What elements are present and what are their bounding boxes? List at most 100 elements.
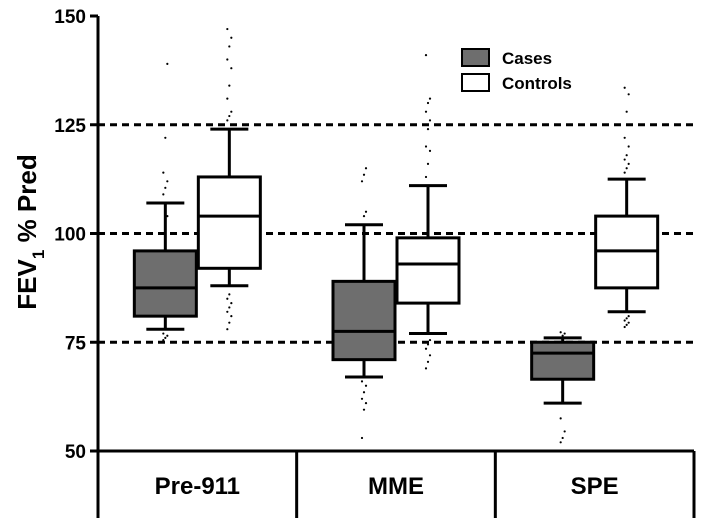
outlier-point-cases-mme [364,167,368,170]
y-tick-label-150: 150 [54,7,86,28]
box-cases-pre-911 [132,62,198,342]
outlier-point-controls-mme [426,360,430,363]
outlier-point-controls-pre-911 [230,315,233,318]
outlier-point-cases-mme [360,380,364,383]
legend-swatch-controls [461,73,490,92]
outlier-point-controls-pre-911 [228,114,231,118]
outlier-point-cases-pre-911 [162,332,165,335]
x-category-label-mme: MME [368,473,424,500]
outlier-point-controls-spe [623,86,626,89]
outlier-point-cases-pre-911 [166,62,169,65]
outlier-point-cases-spe [563,430,566,433]
legend-label-controls: Controls [502,74,572,93]
outlier-point-cases-spe [563,332,566,335]
box-controls-pre-911 [196,27,262,331]
outlier-point-cases-pre-911 [162,193,165,196]
outlier-point-controls-pre-911 [226,58,229,61]
y-axis-label-subscript: 1 [29,250,48,259]
outlier-point-cases-pre-911 [164,336,167,339]
outlier-point-cases-pre-911 [164,186,167,189]
outlier-point-controls-pre-911 [230,110,233,113]
outlier-point-cases-pre-911 [166,180,169,183]
outlier-point-controls-pre-911 [228,321,231,324]
outlier-point-controls-mme [424,175,428,179]
outlier-point-controls-spe [623,136,626,139]
outlier-point-cases-spe [559,331,562,334]
outlier-point-controls-pre-911 [230,123,233,126]
y-axis: 50 75 100 125 150 [54,7,100,463]
outlier-point-controls-spe [623,325,626,329]
outlier-point-controls-mme [426,128,430,131]
x-axis: Pre-911 MME SPE [96,449,696,518]
outlier-point-controls-spe [625,110,628,113]
outlier-point-controls-spe [623,158,626,161]
box-cases-spe [530,331,596,444]
outlier-point-controls-spe [627,93,630,96]
box-series [132,27,660,444]
outlier-point-controls-mme [426,162,430,165]
outlier-point-cases-pre-911 [164,219,167,222]
legend-label-cases: Cases [502,49,552,68]
outlier-point-controls-pre-911 [226,119,229,122]
x-category-label-pre-911: Pre-911 [155,473,240,500]
outlier-point-controls-spe [625,154,628,157]
outlier-point-controls-pre-911 [230,36,233,39]
outlier-point-controls-spe [627,315,630,318]
legend-swatch-cases [461,48,490,67]
box-cases-mme [331,167,397,440]
iqr-box-cases-mme [331,279,397,362]
outlier-point-controls-mme [428,97,432,100]
y-tick-label-100: 100 [54,225,86,246]
box-controls-mme [395,54,461,370]
outlier-point-controls-mme [424,54,428,57]
outlier-point-controls-mme [428,338,432,342]
outlier-point-controls-spe [627,321,630,324]
iqr-box-controls-pre-911 [196,175,262,270]
outlier-point-cases-pre-911 [166,334,169,337]
outlier-point-controls-pre-911 [226,97,229,100]
outlier-point-controls-pre-911 [228,45,231,48]
outlier-point-controls-spe [627,162,630,165]
outlier-point-cases-mme [362,391,366,394]
outlier-point-controls-spe [625,317,628,320]
outlier-point-cases-spe [561,436,564,440]
outlier-point-controls-pre-911 [228,306,231,309]
outlier-point-cases-mme [362,215,366,218]
box-controls-spe [594,86,660,329]
outlier-point-cases-pre-911 [162,338,165,342]
outlier-point-controls-mme [426,101,430,105]
outlier-point-controls-mme [428,149,432,152]
outlier-point-cases-spe [559,417,562,420]
legend: Cases Controls [461,48,572,93]
outlier-point-cases-pre-911 [166,215,169,218]
y-tick-label-50: 50 [65,442,86,463]
outlier-point-cases-pre-911 [162,171,165,174]
y-tick-label-75: 75 [65,333,87,354]
outlier-point-controls-pre-911 [226,328,229,331]
outlier-point-cases-mme [360,436,364,440]
outlier-point-cases-mme [364,384,368,387]
y-axis-label-main: FEV [12,258,42,309]
outlier-point-controls-spe [623,319,626,322]
iqr-box-controls-mme [395,236,461,305]
outlier-point-controls-spe [623,171,626,174]
outlier-point-controls-spe [625,167,628,170]
outlier-point-controls-pre-911 [226,297,229,300]
outlier-point-controls-pre-911 [228,293,231,296]
outlier-point-cases-mme [362,173,366,176]
outlier-point-controls-mme [424,110,428,113]
iqr-box-cases-pre-911 [132,249,198,318]
outlier-point-controls-pre-911 [230,67,233,70]
outlier-point-controls-spe [627,145,630,148]
y-axis-label: FEV1 % Pred [12,154,48,309]
outlier-point-controls-pre-911 [226,27,229,31]
outlier-point-controls-pre-911 [226,310,229,313]
outlier-point-cases-mme [364,210,368,213]
outlier-point-cases-mme [360,397,364,400]
iqr-box-cases-spe [530,340,596,381]
outlier-point-cases-mme [360,180,364,183]
outlier-point-cases-spe [559,441,562,444]
y-tick-label-125: 125 [54,116,86,137]
y-axis-label-rest: % Pred [12,154,42,249]
